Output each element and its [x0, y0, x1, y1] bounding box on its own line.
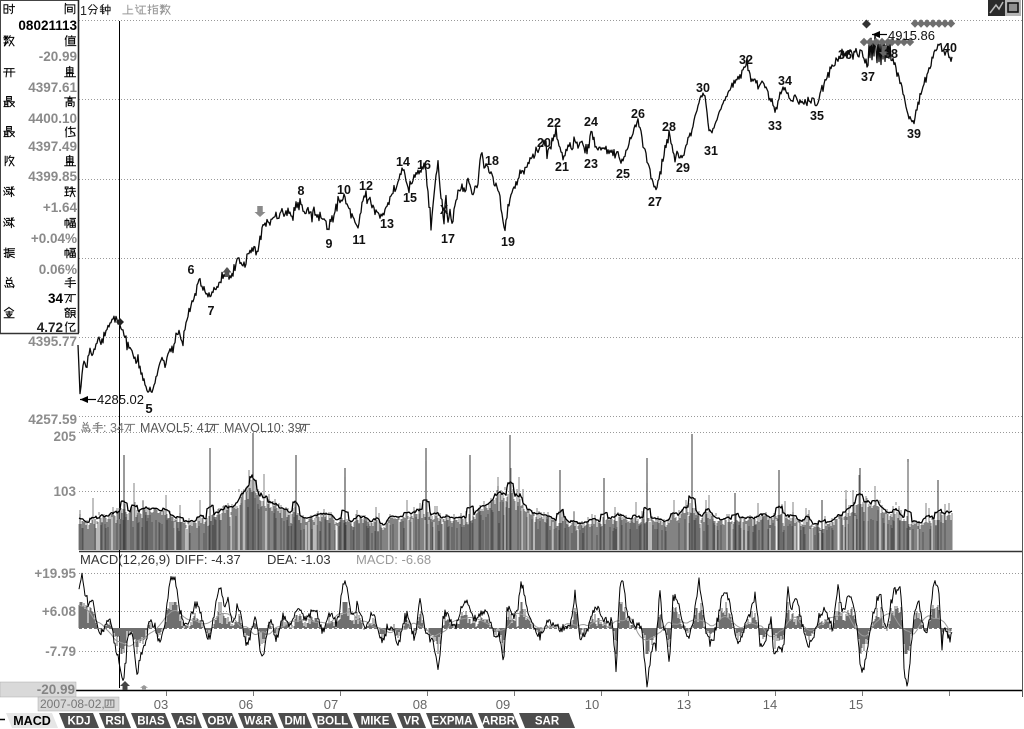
svg-text:4.72: 4.72	[37, 320, 63, 335]
svg-text:39: 39	[907, 127, 921, 141]
svg-text:-7.79: -7.79	[45, 644, 76, 659]
svg-text:205: 205	[53, 429, 76, 444]
svg-text:14: 14	[763, 697, 777, 712]
svg-text:6: 6	[188, 263, 195, 277]
svg-text:DMI: DMI	[284, 716, 305, 728]
svg-text:30: 30	[696, 81, 710, 95]
svg-text:08: 08	[413, 697, 427, 712]
svg-text:08021113: 08021113	[18, 18, 77, 33]
svg-text:16: 16	[417, 158, 431, 172]
svg-text:09: 09	[496, 697, 510, 712]
svg-text:4395.77: 4395.77	[28, 334, 77, 349]
svg-text:10: 10	[585, 697, 599, 712]
svg-text:103: 103	[53, 484, 76, 499]
svg-text:29: 29	[676, 161, 690, 175]
svg-text:38: 38	[884, 47, 898, 61]
svg-text:MIKE: MIKE	[361, 716, 390, 728]
svg-text:4397.61: 4397.61	[28, 80, 77, 95]
svg-text:8: 8	[298, 184, 305, 198]
svg-text:17: 17	[441, 232, 455, 246]
svg-text:MAVOL10: 39: MAVOL10: 39	[224, 421, 302, 435]
svg-text:4399.85: 4399.85	[28, 169, 77, 184]
svg-text:20: 20	[537, 136, 551, 150]
svg-text:15: 15	[403, 191, 417, 205]
svg-text:DIFF: -4.37: DIFF: -4.37	[175, 552, 241, 567]
svg-text:22: 22	[547, 116, 561, 130]
svg-text:MAVOL5: 41: MAVOL5: 41	[140, 421, 211, 435]
svg-text:24: 24	[584, 115, 598, 129]
svg-text:15: 15	[849, 697, 863, 712]
svg-text:37: 37	[861, 70, 875, 84]
svg-text:10: 10	[337, 183, 351, 197]
svg-text:VR: VR	[404, 716, 421, 728]
svg-text:ARBR: ARBR	[482, 716, 516, 728]
svg-text:13: 13	[380, 217, 394, 231]
svg-text:7: 7	[208, 304, 215, 318]
svg-text:+1.64: +1.64	[43, 200, 78, 215]
svg-text:9: 9	[326, 237, 333, 251]
svg-text:+0.04%: +0.04%	[31, 231, 77, 246]
svg-text:W&R: W&R	[244, 716, 272, 728]
svg-text:DEA: -1.03: DEA: -1.03	[267, 552, 331, 567]
svg-text:OBV: OBV	[208, 716, 233, 728]
svg-text:SAR: SAR	[535, 716, 560, 728]
svg-text:0.06%: 0.06%	[39, 262, 77, 277]
svg-text:26: 26	[631, 107, 645, 121]
svg-text:13: 13	[677, 697, 691, 712]
svg-text:35: 35	[810, 109, 824, 123]
svg-text:07: 07	[324, 697, 338, 712]
svg-text:12: 12	[359, 179, 373, 193]
svg-text:18: 18	[485, 154, 499, 168]
svg-text:BOLL: BOLL	[317, 716, 348, 728]
svg-text:+6.08: +6.08	[42, 604, 77, 619]
svg-text:36: 36	[838, 48, 852, 62]
svg-text:4397.49: 4397.49	[28, 139, 77, 154]
svg-text:25: 25	[616, 167, 630, 181]
svg-text:4400.10: 4400.10	[28, 111, 77, 126]
svg-text:40: 40	[943, 41, 957, 55]
svg-text:MACD: MACD	[13, 714, 51, 728]
svg-text:-20.99: -20.99	[37, 682, 75, 697]
svg-text:33: 33	[768, 119, 782, 133]
svg-text:28: 28	[662, 120, 676, 134]
svg-text:32: 32	[739, 53, 753, 67]
svg-text:-20.99: -20.99	[39, 49, 77, 64]
svg-text:19: 19	[501, 235, 515, 249]
svg-text:+19.95: +19.95	[34, 566, 76, 581]
svg-text:EXPMA: EXPMA	[432, 716, 473, 728]
svg-text:1: 1	[80, 4, 87, 18]
svg-text:2007-08-02,: 2007-08-02,	[40, 697, 105, 711]
svg-text:KDJ: KDJ	[67, 716, 90, 728]
svg-text:11: 11	[352, 233, 365, 247]
svg-text:RSI: RSI	[105, 716, 124, 728]
svg-text:31: 31	[704, 144, 718, 158]
svg-text:MACD(12,26,9): MACD(12,26,9)	[80, 552, 170, 567]
svg-text:06: 06	[239, 697, 253, 712]
svg-text:03: 03	[154, 697, 168, 712]
svg-text:23: 23	[584, 157, 598, 171]
svg-text:14: 14	[396, 155, 410, 169]
svg-text:: 34: : 34	[103, 421, 124, 435]
svg-text:27: 27	[648, 195, 662, 209]
svg-text:21: 21	[555, 160, 569, 174]
svg-text:4285.02: 4285.02	[97, 392, 144, 407]
svg-text:BIAS: BIAS	[137, 716, 165, 728]
svg-text:5: 5	[145, 401, 152, 416]
svg-text:MACD: -6.68: MACD: -6.68	[356, 552, 431, 567]
svg-text:4915.86: 4915.86	[888, 28, 935, 43]
svg-text:34: 34	[48, 291, 64, 306]
svg-text:X: X	[440, 203, 449, 217]
svg-text:ASI: ASI	[177, 716, 196, 728]
svg-text:34: 34	[778, 74, 792, 88]
svg-text:4257.59: 4257.59	[28, 412, 77, 427]
